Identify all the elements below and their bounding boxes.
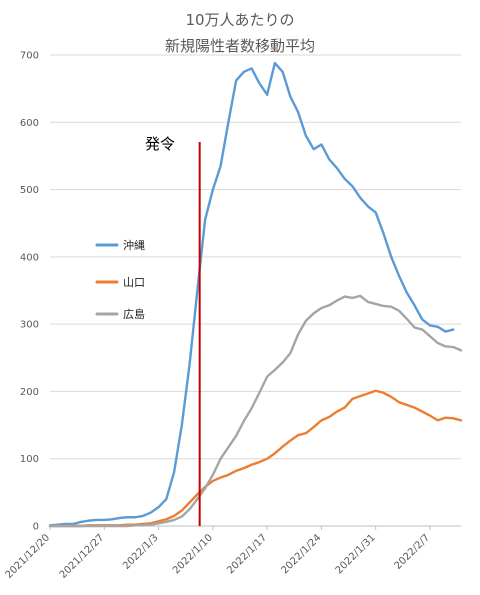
y-tick-label: 700	[20, 51, 39, 62]
chart-title-line-2: 新規陽性者数移動平均	[165, 37, 315, 55]
x-tick-label: 2022/1/24	[279, 532, 323, 576]
chart-title-line-1: 10万人あたりの	[185, 11, 294, 29]
x-tick-label: 2022/1/17	[225, 532, 269, 576]
y-tick-label: 400	[20, 252, 39, 263]
y-tick-label: 300	[20, 320, 39, 331]
series-lines	[48, 61, 463, 528]
y-tick-label: 0	[33, 522, 39, 533]
declaration-label: 発令	[145, 135, 175, 153]
series-line-1	[48, 61, 455, 527]
legend-label-1: 沖縄	[123, 238, 145, 252]
x-tick-label: 2021/12/20	[4, 532, 53, 581]
x-tick-label: 2022/2/7	[393, 532, 433, 572]
y-tick-label: 100	[20, 454, 39, 465]
y-gridlines	[50, 54, 461, 460]
x-tick-label: 2022/1/31	[334, 532, 378, 576]
y-tick-label: 500	[20, 185, 39, 196]
axes: 0 100 200 300 400 500 600 700 2021/12/20 2021/12/…	[4, 51, 461, 581]
x-tick-label: 2022/1/3	[121, 532, 161, 572]
series-line-3	[48, 294, 463, 528]
x-tick-label: 2021/12/27	[58, 532, 107, 581]
legend-label-3: 広島	[123, 307, 145, 321]
legend-label-2: 山口	[123, 276, 145, 289]
y-tick-label: 600	[20, 118, 39, 129]
y-tick-label: 200	[20, 387, 39, 398]
declaration-annotation: 発令	[145, 135, 201, 526]
x-tick-label: 2022/1/10	[171, 532, 215, 576]
